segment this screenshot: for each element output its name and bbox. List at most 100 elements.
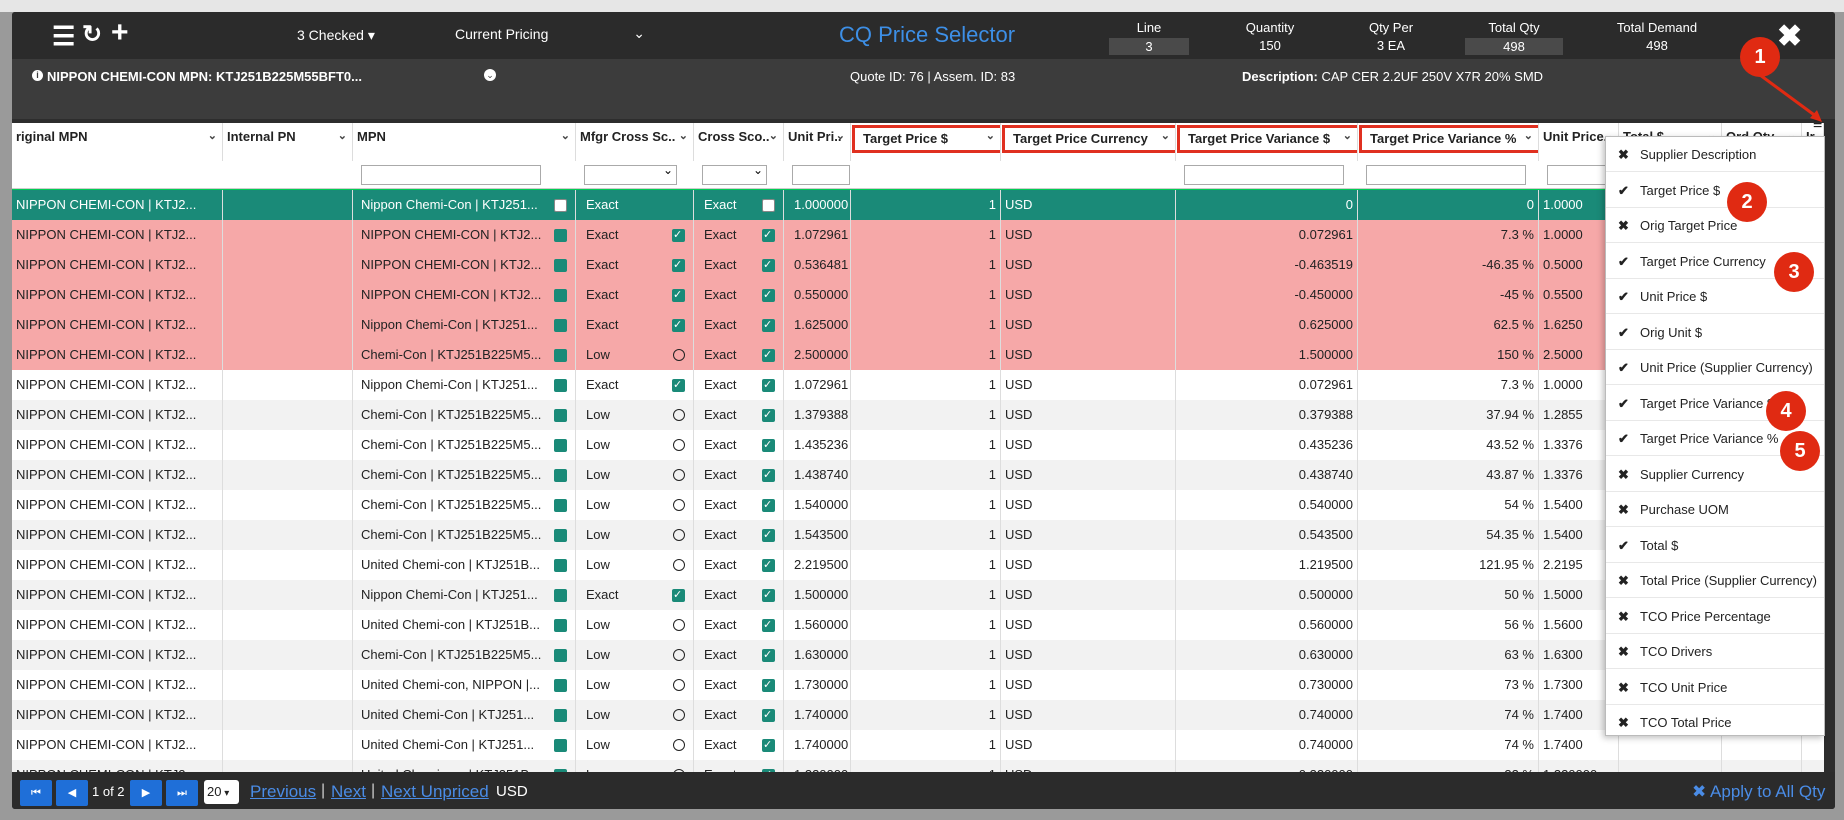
page-size-select[interactable]: 20 ▾ — [204, 780, 239, 804]
checkbox-icon[interactable] — [762, 430, 775, 460]
checkbox-icon[interactable] — [762, 760, 775, 772]
column-menu-item[interactable]: ✖ TCO Price Percentage — [1606, 599, 1824, 634]
column-menu-item[interactable]: ✔ Unit Price (Supplier Currency) — [1606, 350, 1824, 385]
column-header-3[interactable]: Mfgr Cross Sc.. ⌄ — [576, 123, 694, 161]
radio-icon[interactable] — [673, 679, 685, 691]
checkbox-icon[interactable] — [672, 220, 685, 250]
column-menu-item[interactable]: ✔ Unit Price $ — [1606, 279, 1824, 314]
mpn-checkbox[interactable] — [554, 739, 567, 752]
table-row[interactable]: NIPPON CHEMI-CON | KTJ2... Nippon Chemi-C… — [12, 189, 1824, 221]
checkbox-icon[interactable] — [762, 310, 775, 340]
checkbox-icon[interactable] — [672, 580, 685, 610]
table-row[interactable]: NIPPON CHEMI-CON | KTJ2... Nippon Chemi-C… — [12, 580, 1824, 610]
chevron-down-icon[interactable]: ⌄ — [1523, 130, 1533, 142]
radio-icon[interactable] — [673, 439, 685, 451]
mpn-checkbox[interactable] — [554, 319, 567, 332]
column-filter-input[interactable] — [1547, 165, 1607, 185]
table-row[interactable]: NIPPON CHEMI-CON | KTJ2... NIPPON CHEMI-C… — [12, 280, 1824, 310]
prev-page-button[interactable]: ◀ — [56, 780, 88, 806]
table-row[interactable]: NIPPON CHEMI-CON | KTJ2... United Chemi-C… — [12, 700, 1824, 730]
table-row[interactable]: NIPPON CHEMI-CON | KTJ2... Nippon Chemi-C… — [12, 370, 1824, 400]
column-header-0[interactable]: riginal MPN ⌄ — [12, 123, 223, 161]
next-page-button[interactable]: ▶ — [130, 780, 162, 806]
checkbox-icon[interactable] — [762, 340, 775, 370]
column-header-4[interactable]: Cross Sco.. ⌄ — [694, 123, 784, 161]
last-page-button[interactable]: ⏭ — [166, 780, 198, 806]
column-menu-item[interactable]: ✖ Total Price (Supplier Currency) — [1606, 563, 1824, 598]
mpn-checkbox[interactable] — [554, 679, 567, 692]
mpn-checkbox[interactable] — [554, 769, 567, 772]
column-menu-item[interactable]: ✔ Target Price Variance $ — [1606, 386, 1824, 421]
mpn-checkbox[interactable] — [554, 529, 567, 542]
radio-icon[interactable] — [673, 349, 685, 361]
chevron-down-icon[interactable]: ⌄ — [678, 130, 688, 142]
column-filter-select[interactable]: ⌄ — [584, 163, 677, 185]
previous-link[interactable]: Previous — [250, 782, 317, 801]
radio-icon[interactable] — [673, 499, 685, 511]
column-menu-icon[interactable]: ≡ — [1813, 116, 1823, 133]
mpn-checkbox[interactable] — [554, 409, 567, 422]
chevron-down-icon[interactable]: ⌄ — [1160, 130, 1170, 142]
mpn-checkbox[interactable] — [554, 379, 567, 392]
first-page-button[interactable]: ⏮ — [20, 780, 52, 806]
checkbox-icon[interactable] — [762, 280, 775, 310]
checkbox-icon[interactable] — [762, 610, 775, 640]
checked-dropdown[interactable]: 3 Checked ▾ — [297, 27, 375, 43]
checkbox-icon[interactable] — [672, 310, 685, 340]
add-icon[interactable]: + — [111, 16, 129, 49]
table-row[interactable]: NIPPON CHEMI-CON | KTJ2... Chemi-Con | KT… — [12, 520, 1824, 550]
checkbox-icon[interactable] — [762, 730, 775, 760]
table-row[interactable]: NIPPON CHEMI-CON | KTJ2... Nippon Chemi-C… — [12, 310, 1824, 340]
table-row[interactable]: NIPPON CHEMI-CON | KTJ2... Chemi-Con | KT… — [12, 340, 1824, 370]
table-row[interactable]: NIPPON CHEMI-CON | KTJ2... Chemi-Con | KT… — [12, 640, 1824, 670]
checkbox-icon[interactable] — [762, 250, 775, 280]
radio-icon[interactable] — [673, 739, 685, 751]
next-link[interactable]: Next — [331, 782, 366, 801]
radio-icon[interactable] — [673, 409, 685, 421]
checkbox-icon[interactable] — [762, 191, 775, 220]
column-filter-input[interactable] — [1366, 165, 1526, 185]
mpn-checkbox[interactable] — [554, 191, 567, 220]
mpn-checkbox[interactable] — [554, 439, 567, 452]
checkbox-icon[interactable] — [672, 370, 685, 400]
chevron-down-icon[interactable]: ⌄ — [985, 130, 995, 142]
column-menu-item[interactable]: ✖ Orig Target Price — [1606, 208, 1824, 243]
column-header-6[interactable]: Target Price $ ⌄ — [851, 123, 1001, 161]
column-header-5[interactable]: Unit Pri.. ⌄ — [784, 123, 851, 161]
chevron-down-icon[interactable]: ⌄ — [207, 130, 217, 142]
table-row[interactable]: NIPPON CHEMI-CON | KTJ2... United Chemi-c… — [12, 670, 1824, 700]
mpn-checkbox[interactable] — [554, 229, 567, 242]
mpn-checkbox[interactable] — [554, 709, 567, 722]
chevron-down-icon[interactable]: ⌄ — [768, 130, 778, 142]
chevron-down-icon[interactable]: ⌄ — [337, 130, 347, 142]
radio-icon[interactable] — [673, 469, 685, 481]
column-menu-item[interactable]: ✖ Supplier Currency — [1606, 457, 1824, 492]
table-row[interactable]: NIPPON CHEMI-CON | KTJ2... Chemi-Con | KT… — [12, 400, 1824, 430]
table-row[interactable]: NIPPON CHEMI-CON | KTJ2... NIPPON CHEMI-C… — [12, 250, 1824, 280]
column-menu-item[interactable]: ✖ Supplier Description — [1606, 137, 1824, 172]
radio-icon[interactable] — [673, 649, 685, 661]
checkbox-icon[interactable] — [762, 370, 775, 400]
chevron-down-icon[interactable]: ⌄ — [1342, 130, 1352, 142]
radio-icon[interactable] — [673, 529, 685, 541]
column-menu-item[interactable]: ✖ TCO Drivers — [1606, 634, 1824, 669]
column-menu-item[interactable]: ✖ Purchase UOM — [1606, 492, 1824, 527]
checkbox-icon[interactable] — [762, 460, 775, 490]
column-menu-item[interactable]: ✖ TCO Unit Price — [1606, 670, 1824, 705]
table-row[interactable]: NIPPON CHEMI-CON | KTJ2... United Chemi-c… — [12, 550, 1824, 580]
apply-all-button[interactable]: ✖ Apply to All Qty — [1692, 782, 1825, 802]
checkbox-icon[interactable] — [762, 520, 775, 550]
chevron-down-icon[interactable]: ⌄ — [560, 130, 570, 142]
mpn-checkbox[interactable] — [554, 349, 567, 362]
checkbox-icon[interactable] — [672, 250, 685, 280]
pricing-dropdown[interactable]: Current Pricing ⌄ — [455, 25, 645, 42]
mpn-checkbox[interactable] — [554, 469, 567, 482]
chevron-down-icon[interactable]: ⌄ — [835, 130, 845, 142]
checkbox-icon[interactable] — [762, 640, 775, 670]
mpn-checkbox[interactable] — [554, 289, 567, 302]
radio-icon[interactable] — [673, 619, 685, 631]
checkbox-icon[interactable] — [762, 700, 775, 730]
mpn-checkbox[interactable] — [554, 259, 567, 272]
column-header-2[interactable]: MPN ⌄ — [353, 123, 576, 161]
column-filter-input[interactable] — [1184, 165, 1344, 185]
